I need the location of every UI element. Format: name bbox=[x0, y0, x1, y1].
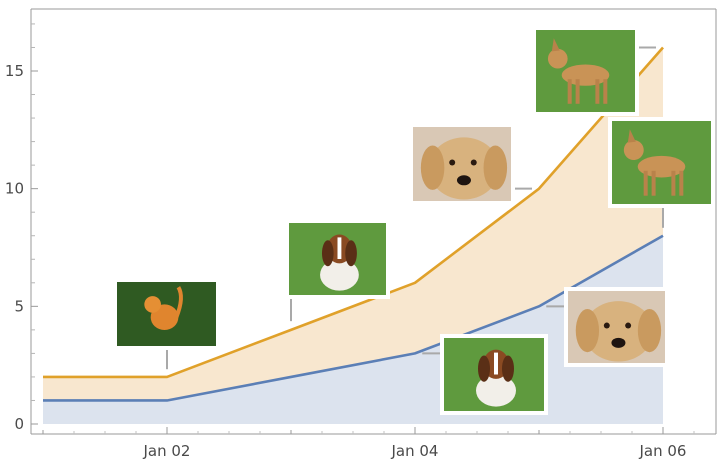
dog-leg bbox=[651, 170, 656, 196]
series-0-area bbox=[43, 47, 663, 401]
retriever-head bbox=[583, 301, 654, 362]
x-tick-label: Jan 02 bbox=[143, 442, 191, 460]
puppy-body bbox=[476, 374, 516, 407]
dog-leg bbox=[567, 79, 572, 104]
retriever-head bbox=[428, 137, 500, 200]
dog-head bbox=[547, 48, 568, 69]
retriever-eye bbox=[603, 322, 610, 329]
series-0-line bbox=[43, 46, 664, 379]
image-callout-beagle-puppy bbox=[285, 219, 390, 322]
image-callout-shepherd-dog bbox=[608, 117, 715, 228]
retriever-eye bbox=[625, 322, 632, 329]
retriever-ear bbox=[420, 145, 445, 190]
retriever-nose bbox=[456, 175, 471, 186]
dog-ear bbox=[551, 38, 560, 52]
image-callout-shepherd-dog bbox=[532, 26, 656, 116]
x-tick-label: Jan 04 bbox=[391, 442, 439, 460]
y-tick-label: 5 bbox=[14, 297, 24, 315]
kitten-head bbox=[144, 296, 161, 313]
image-callout-golden-retriever bbox=[546, 287, 669, 367]
y-tick-label: 10 bbox=[5, 180, 24, 198]
y-tick-label: 15 bbox=[5, 62, 24, 80]
retriever-ear bbox=[483, 145, 508, 190]
x-tick-label: Jan 06 bbox=[639, 442, 687, 460]
retriever-eye bbox=[449, 159, 456, 166]
dog-leg bbox=[575, 79, 580, 104]
image-callout-golden-retriever bbox=[409, 123, 532, 205]
dog-leg bbox=[603, 79, 608, 104]
puppy-ear bbox=[345, 240, 357, 267]
puppy-blaze bbox=[494, 352, 498, 375]
dog-leg bbox=[595, 79, 600, 104]
series-1-line bbox=[43, 234, 664, 402]
puppy-ear bbox=[321, 240, 334, 267]
retriever-ear bbox=[637, 309, 662, 353]
image-callout-beagle-puppy bbox=[422, 334, 548, 415]
puppy-blaze bbox=[337, 237, 342, 259]
retriever-nose bbox=[611, 337, 626, 348]
kitten-tail bbox=[174, 286, 183, 318]
image-callout-kitten bbox=[113, 278, 220, 370]
dog-leg bbox=[679, 170, 684, 196]
puppy-ear bbox=[478, 355, 490, 382]
dog-leg bbox=[671, 170, 676, 196]
puppy-ear bbox=[502, 355, 514, 382]
puppy-body bbox=[320, 259, 359, 291]
y-tick-label: 0 bbox=[14, 415, 24, 433]
dog-head bbox=[623, 140, 644, 161]
dog-leg bbox=[643, 170, 648, 196]
retriever-eye bbox=[470, 159, 477, 166]
dog-ear bbox=[627, 129, 636, 143]
retriever-ear bbox=[575, 309, 600, 353]
